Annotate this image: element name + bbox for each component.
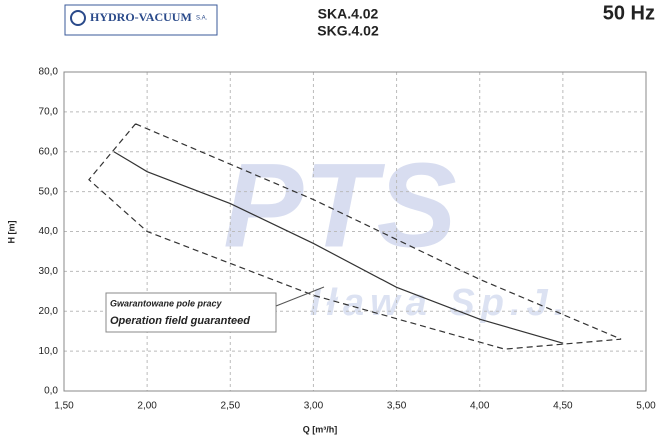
- watermark: Iława Sp.J.: [310, 282, 570, 324]
- y-tick-label: 70,0: [39, 107, 59, 118]
- x-tick-label: 5,00: [636, 401, 656, 412]
- logo-text: HYDRO-VACUUM: [90, 10, 192, 24]
- y-axis-label: H [m]: [6, 221, 16, 244]
- logo-box: [64, 4, 218, 36]
- annotation: Operation field guaranteed: [110, 315, 250, 327]
- y-tick-label: 20,0: [39, 306, 59, 317]
- annotation-arrow: [275, 286, 325, 307]
- chart-subtitle: SKG.4.02: [317, 23, 379, 39]
- plot-frame: [63, 71, 647, 392]
- x-tick-label: 3,00: [304, 401, 324, 412]
- y-tick-label: 50,0: [39, 186, 59, 197]
- x-tick-label: 4,00: [470, 401, 490, 412]
- annotation-box: [105, 292, 277, 333]
- series-line: [88, 123, 622, 350]
- y-tick-label: 80,0: [39, 67, 59, 78]
- frequency: 50 Hz: [603, 2, 655, 24]
- x-tick-label: 2,50: [221, 401, 241, 412]
- y-tick-label: 60,0: [39, 146, 59, 157]
- y-tick-label: 0,0: [44, 386, 58, 397]
- y-tick-label: 10,0: [39, 346, 59, 357]
- annotation: Gwarantowane pole pracy: [110, 298, 223, 308]
- x-tick-label: 4,50: [553, 401, 573, 412]
- logo-suffix: S.A.: [196, 16, 208, 22]
- x-tick-label: 2,00: [137, 401, 157, 412]
- y-tick-label: 30,0: [39, 266, 59, 277]
- logo-icon: [70, 10, 86, 26]
- x-tick-label: 3,50: [387, 401, 407, 412]
- y-tick-label: 40,0: [39, 226, 59, 237]
- chart-title: SKA.4.02: [318, 6, 379, 22]
- x-tick-label: 1,50: [54, 401, 74, 412]
- series-line: [113, 151, 564, 344]
- watermark: PTS: [223, 139, 456, 273]
- x-axis-label: Q [m³/h]: [303, 424, 338, 434]
